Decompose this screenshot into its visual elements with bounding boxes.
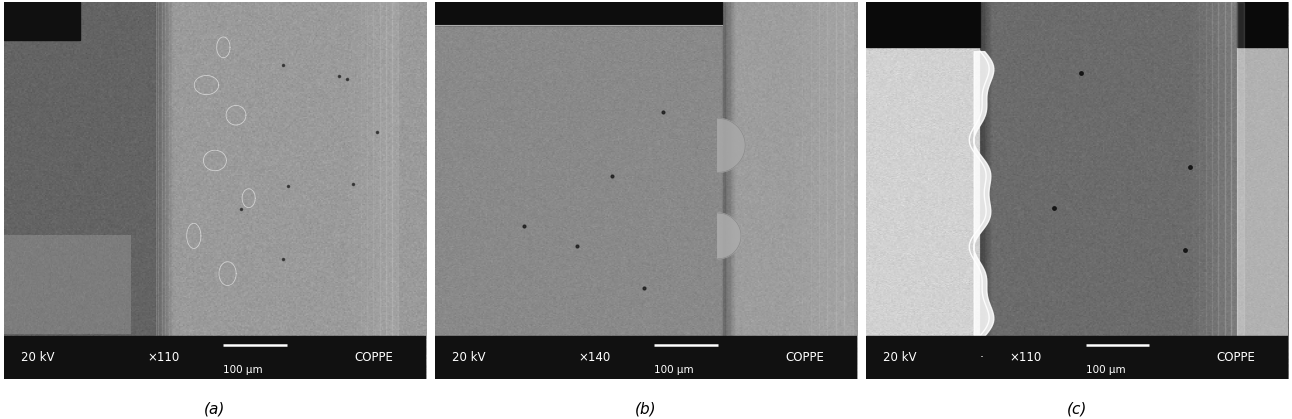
Text: 100 μm: 100 μm (655, 365, 694, 375)
Text: 100 μm: 100 μm (224, 365, 264, 375)
Bar (160, 2, 162, 379)
Text: ·: · (981, 351, 985, 364)
Bar (169, 2, 172, 379)
Bar (1225, 2, 1231, 336)
Bar (386, 2, 393, 379)
Bar (435, 336, 857, 379)
Bar (167, 2, 168, 379)
Text: COPPE: COPPE (354, 351, 393, 364)
Text: ×110: ×110 (147, 351, 180, 364)
Bar (866, 2, 981, 47)
Bar (845, 2, 853, 336)
Bar (168, 2, 169, 379)
Bar (4, 2, 80, 40)
Bar (827, 2, 836, 336)
Bar (4, 336, 426, 379)
Bar (156, 2, 158, 379)
Bar (165, 2, 167, 379)
Bar (1238, 2, 1244, 336)
Bar (172, 2, 173, 379)
Text: COPPE: COPPE (786, 351, 824, 364)
Polygon shape (718, 119, 745, 172)
Bar (810, 2, 819, 336)
Bar (1218, 2, 1225, 336)
Bar (393, 2, 398, 379)
Bar (1238, 2, 1288, 47)
Text: (a): (a) (204, 402, 226, 417)
Bar (360, 2, 367, 379)
Bar (354, 2, 360, 379)
Bar (158, 2, 159, 379)
Bar (159, 2, 160, 379)
Bar (802, 2, 810, 336)
Text: ×140: ×140 (579, 351, 611, 364)
Bar (1194, 2, 1199, 336)
Text: (b): (b) (636, 402, 656, 417)
Text: 100 μm: 100 μm (1085, 365, 1125, 375)
Text: 20 kV: 20 kV (21, 351, 54, 364)
Bar (163, 2, 164, 379)
Bar (793, 2, 802, 336)
Bar (435, 2, 722, 25)
Polygon shape (718, 213, 740, 259)
Bar (367, 2, 373, 379)
Bar (348, 2, 354, 379)
Text: COPPE: COPPE (1216, 351, 1256, 364)
Bar (786, 2, 793, 336)
Bar (164, 2, 165, 379)
Bar (1205, 2, 1212, 336)
Bar (1199, 2, 1205, 336)
Text: 20 kV: 20 kV (452, 351, 486, 364)
Bar (380, 2, 386, 379)
Bar (1212, 2, 1218, 336)
Bar (836, 2, 845, 336)
Bar (162, 2, 163, 379)
Text: 20 kV: 20 kV (882, 351, 916, 364)
Bar (866, 336, 1288, 379)
Text: (c): (c) (1067, 402, 1088, 417)
Bar (373, 2, 380, 379)
Bar (1231, 2, 1238, 336)
Bar (819, 2, 827, 336)
Text: ×110: ×110 (1009, 351, 1041, 364)
